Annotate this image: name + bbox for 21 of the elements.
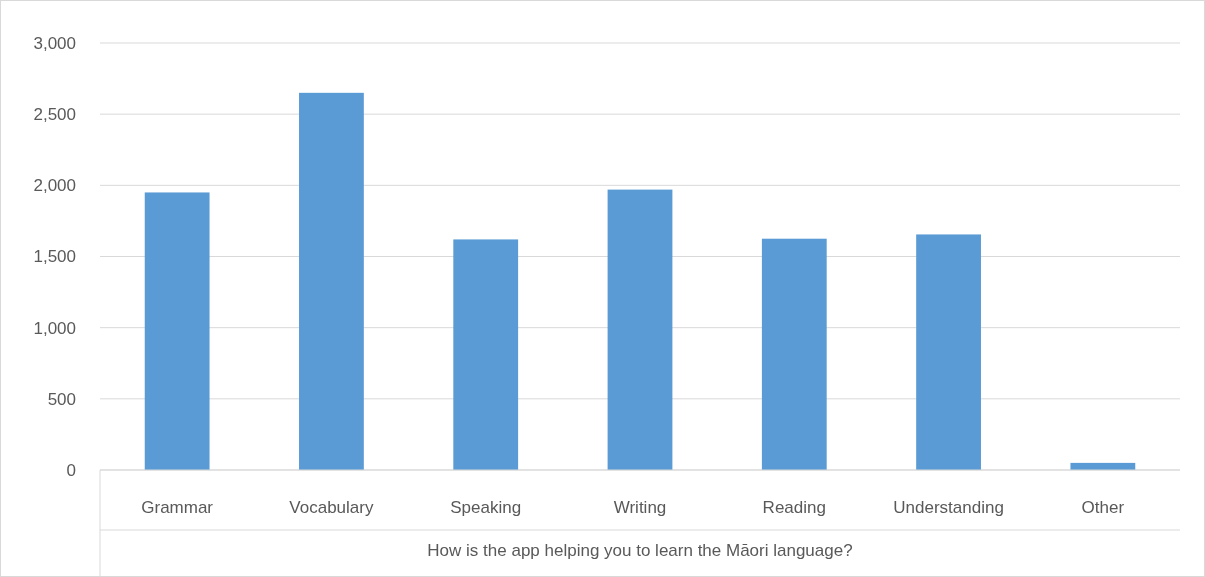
y-tick-label: 1,000 [33,318,76,338]
x-tick-label: Understanding [893,497,1004,517]
y-tick-label: 3,000 [33,33,76,53]
bar [144,192,210,470]
x-tick-label: Grammar [141,497,214,517]
x-tick-label: Speaking [450,497,522,517]
bar [916,234,981,470]
bar [453,239,519,470]
x-tick-label: Vocabulary [289,497,374,517]
x-tick-label: Other [1081,497,1125,517]
x-tick-label: Reading [762,497,826,517]
y-tick-label: 1,500 [33,247,76,267]
y-tick-label: 0 [66,460,76,480]
y-tick-label: 2,000 [33,176,76,196]
bar [299,92,364,470]
y-tick-label: 500 [47,389,76,409]
bar [607,189,673,470]
y-tick-label: 2,500 [33,105,76,125]
x-tick-label: Writing [613,497,667,517]
bar [761,238,827,470]
x-axis-title: How is the app helping you to learn the Māori language? [427,540,853,560]
